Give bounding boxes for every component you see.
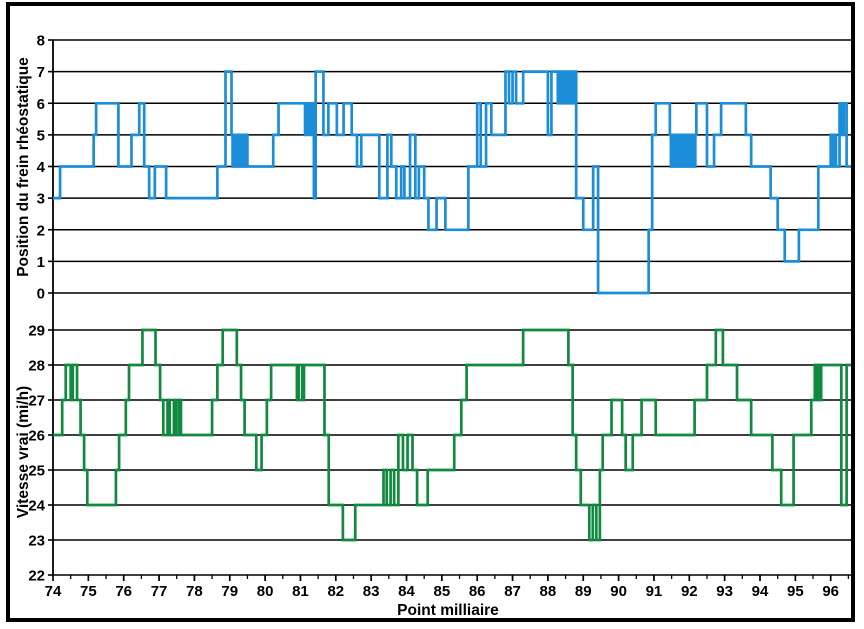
x-tick-label: 86	[469, 583, 486, 600]
top-panel-tick-labels: 8 7 6 5 4 3 2 1 0	[37, 33, 46, 303]
x-tick-label: 74	[45, 583, 62, 600]
y-tick-label: 23	[28, 533, 45, 550]
x-tick-label: 93	[716, 583, 733, 600]
bottom-panel-gridlines	[53, 329, 851, 576]
x-tick-label: 90	[610, 583, 627, 600]
x-tick-label: 82	[327, 583, 344, 600]
x-tick-label: 84	[398, 583, 415, 600]
y-tick-label: 26	[28, 428, 45, 445]
x-tick-label: 87	[504, 583, 521, 600]
y-tick-label: 27	[28, 393, 45, 410]
x-tick-label: 79	[221, 583, 238, 600]
x-tick-label: 88	[540, 583, 557, 600]
y-tick-label: 8	[37, 33, 45, 50]
y-tick-label: 5	[37, 127, 45, 144]
x-tick-label: 85	[434, 583, 451, 600]
x-tick-label: 75	[80, 583, 97, 600]
y-tick-label: 1	[37, 254, 45, 271]
x-tick-label: 76	[115, 583, 132, 600]
y-tick-label: 4	[37, 159, 46, 176]
x-tick-label: 91	[646, 583, 663, 600]
y-tick-label: 7	[37, 64, 45, 81]
x-tick-label: 78	[186, 583, 203, 600]
x-tick-label: 83	[363, 583, 380, 600]
x-axis-ticks	[52, 575, 850, 581]
top-panel-gridlines	[53, 39, 851, 294]
x-tick-label: 80	[257, 583, 274, 600]
x-tick-label: 81	[292, 583, 309, 600]
x-axis-tick-labels: 74 75 76 77 78 79 80 81 82 83 84 85 86 87 88 89 90 91 92 93…	[45, 583, 839, 600]
y-tick-label: 22	[28, 568, 45, 585]
x-tick-label: 77	[151, 583, 168, 600]
x-tick-label: 92	[681, 583, 698, 600]
top-y-axis-title: Position du frein rhéostatique	[15, 57, 32, 277]
bottom-y-axis-title: Vitesse vrai (mi/h)	[15, 386, 32, 518]
true-speed-step-line	[53, 328, 851, 542]
x-tick-label: 96	[822, 583, 839, 600]
x-axis-title: Point milliaire	[397, 602, 499, 618]
y-tick-label: 6	[37, 96, 45, 113]
y-tick-label: 0	[37, 286, 45, 303]
x-tick-label: 94	[752, 583, 769, 600]
y-tick-label: 2	[37, 222, 45, 239]
axis-frame-lines	[48, 39, 54, 576]
y-tick-label: 25	[28, 463, 45, 480]
x-tick-label: 95	[787, 583, 804, 600]
y-tick-label: 29	[28, 323, 45, 340]
brake-position-step-line	[53, 70, 851, 295]
y-tick-label: 3	[37, 191, 45, 208]
x-tick-label: 89	[575, 583, 592, 600]
bottom-panel-tick-labels: 29 28 27 26 25 24 23 22	[28, 323, 45, 585]
y-tick-label: 28	[28, 358, 45, 375]
y-tick-label: 24	[28, 498, 45, 515]
